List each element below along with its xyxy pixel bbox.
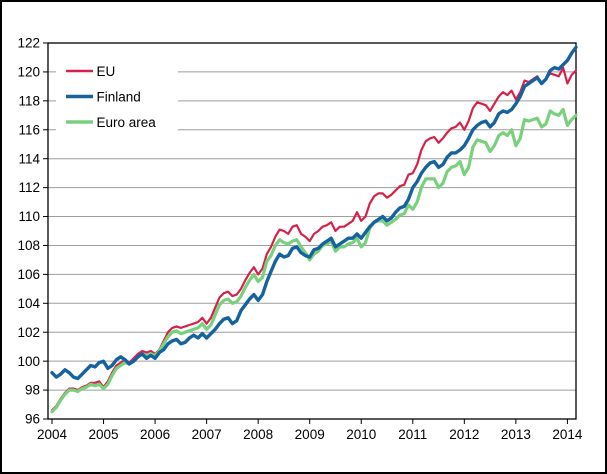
- y-tick-label: 108: [17, 238, 40, 253]
- y-tick-label: 106: [17, 267, 40, 282]
- y-tick-label: 98: [25, 383, 40, 398]
- x-tick-label: 2013: [501, 427, 531, 442]
- x-tick-label: 2014: [552, 427, 583, 442]
- y-tick-label: 116: [18, 122, 40, 137]
- legend-item-eu: EU: [66, 64, 115, 79]
- legend-label: Finland: [97, 89, 141, 104]
- x-tick-label: 2006: [140, 427, 170, 442]
- y-tick-label: 112: [18, 180, 40, 195]
- y-tick-label: 102: [17, 325, 40, 340]
- x-tick-label: 2012: [449, 427, 479, 442]
- series-line-euro-area: [50, 107, 578, 414]
- legend-label: Euro area: [97, 115, 157, 130]
- y-tick-label: 118: [18, 93, 40, 108]
- legend-item-finland: Finland: [66, 89, 141, 104]
- legend: EU Finland Euro area: [56, 57, 178, 135]
- x-tick-label: 2011: [398, 427, 427, 442]
- x-tick-label: 2005: [89, 427, 119, 442]
- x-tick-label: 2004: [37, 427, 68, 442]
- legend-item-euro-area: Euro area: [66, 115, 156, 130]
- x-tick-label: 2010: [346, 427, 376, 442]
- y-axis: 96 98 100 102 104 106 108 110 112 114 116 118 120 122: [17, 36, 48, 427]
- y-tick-label: 114: [18, 151, 40, 166]
- y-tick-label: 96: [25, 412, 40, 427]
- y-tick-label: 100: [17, 354, 40, 369]
- plot-border: [47, 42, 577, 420]
- x-tick-label: 2009: [295, 427, 325, 442]
- series-lines: [50, 45, 578, 414]
- legend-label: EU: [97, 64, 116, 79]
- x-tick-label: 2007: [192, 427, 222, 442]
- y-tick-label: 122: [17, 36, 40, 51]
- series-line-eu: [50, 66, 578, 412]
- y-tick-label: 110: [18, 209, 40, 224]
- x-tick-label: 2008: [243, 427, 273, 442]
- series-line-finland: [50, 45, 578, 381]
- x-axis: 2004 2005 2006 2007 2008 2009 2010 2011 2012 2013…: [37, 419, 583, 442]
- y-tick-label: 104: [17, 296, 40, 311]
- y-tick-label: 120: [17, 65, 40, 80]
